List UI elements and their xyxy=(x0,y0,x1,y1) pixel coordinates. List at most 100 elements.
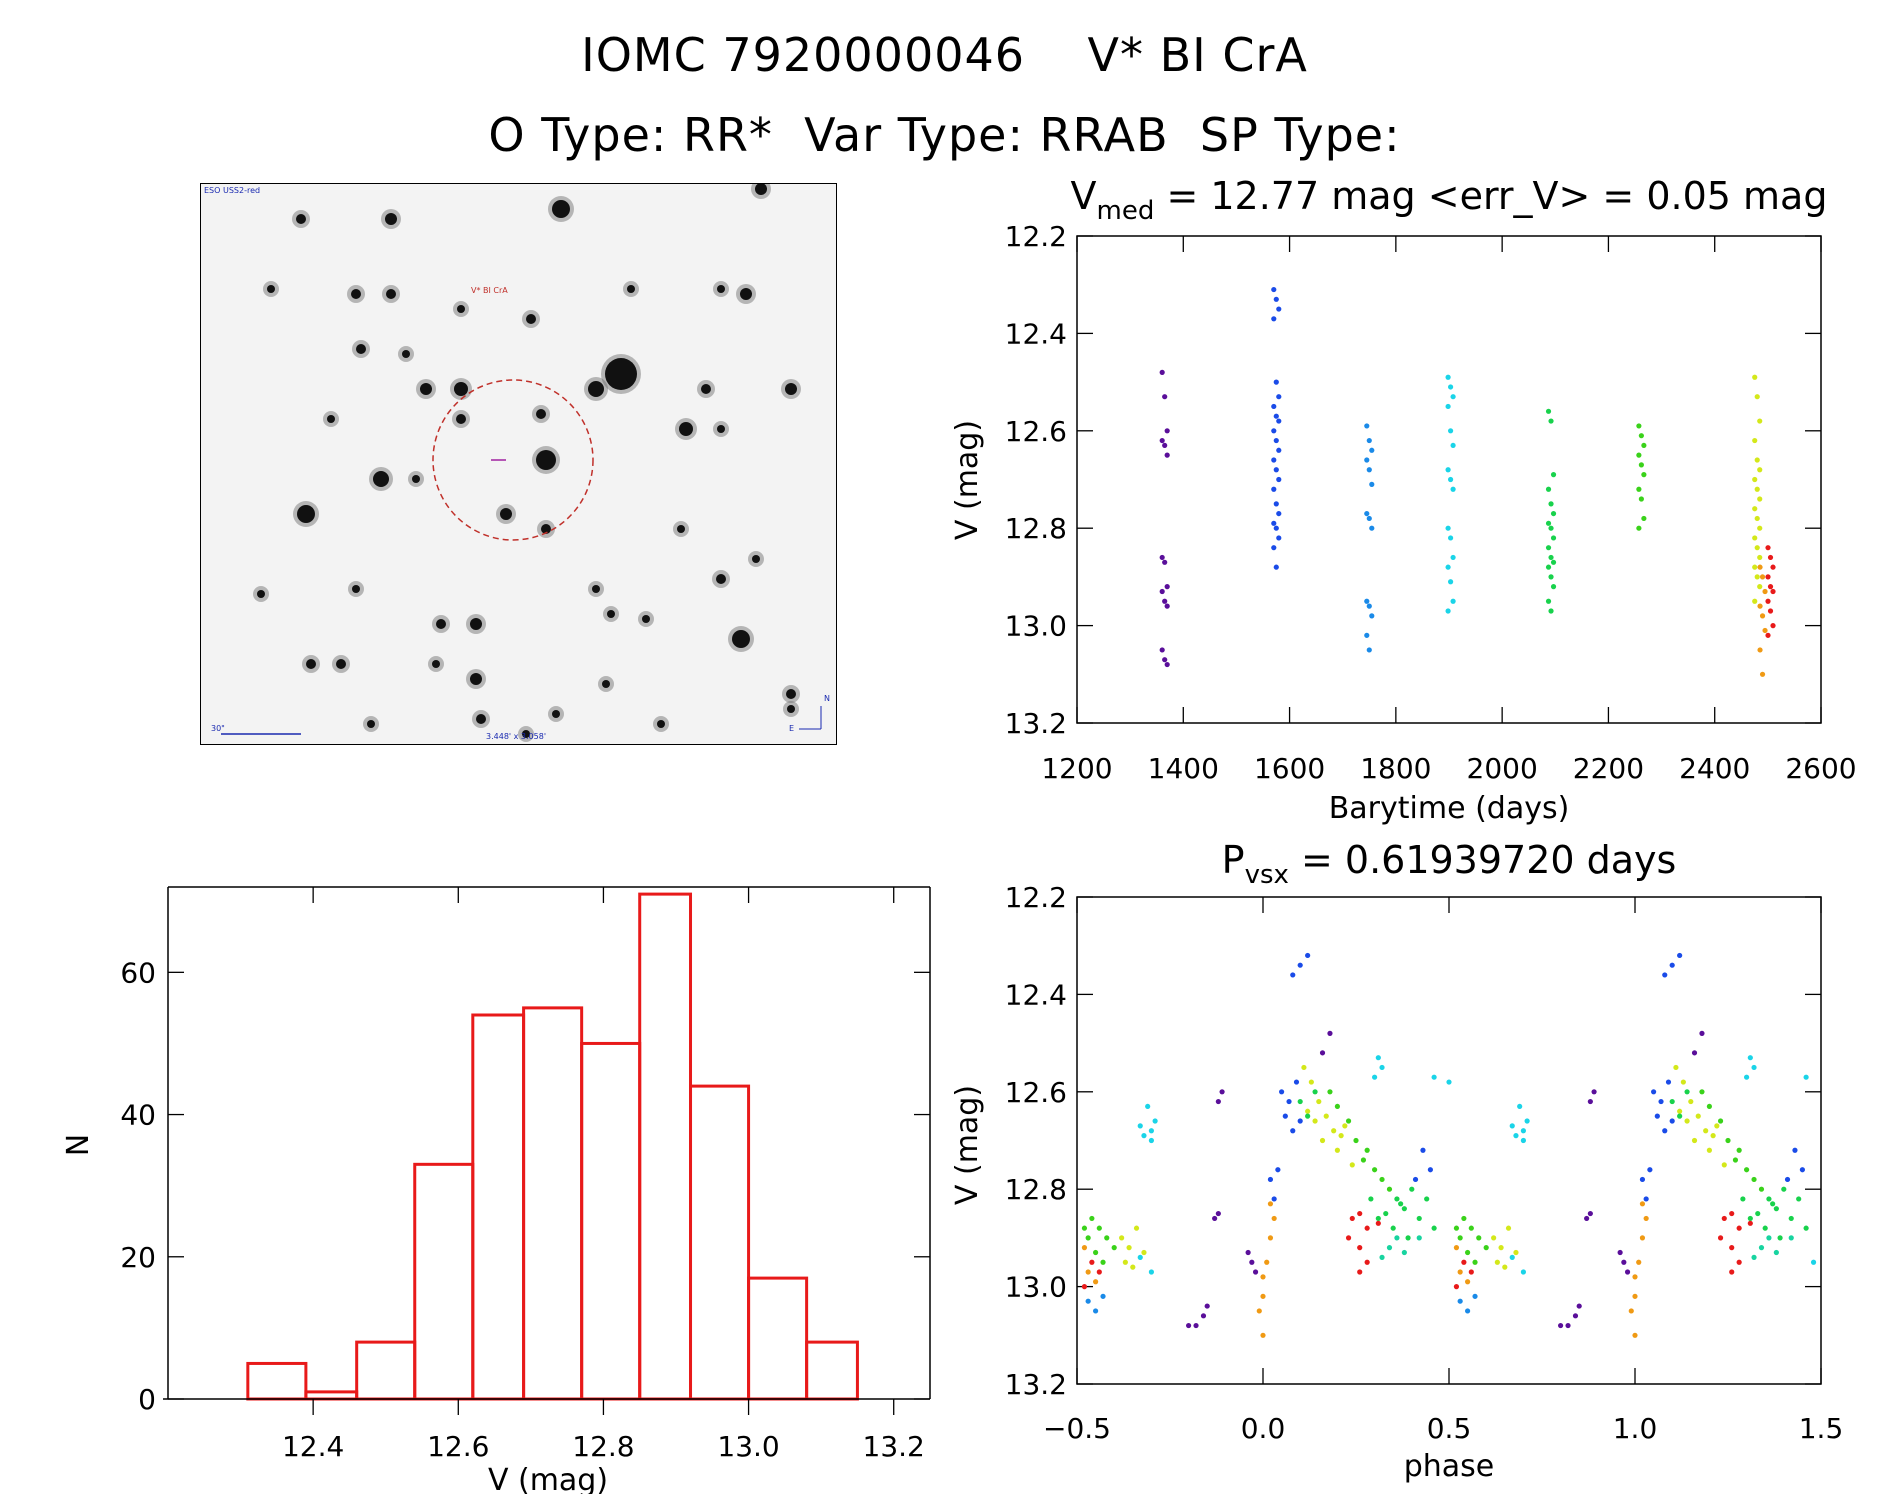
phase-point xyxy=(1293,1079,1300,1085)
phase-point xyxy=(1796,1196,1802,1202)
phase-point xyxy=(1688,1098,1694,1105)
phase-point xyxy=(1204,1303,1210,1309)
phase-point xyxy=(1085,1298,1091,1304)
phase-point xyxy=(1680,1079,1686,1085)
x-tick-label: 2000 xyxy=(1467,752,1538,785)
phase-point xyxy=(1141,1249,1147,1256)
phase-point xyxy=(1312,1089,1318,1095)
phase-point xyxy=(1491,1235,1497,1241)
lc-point xyxy=(1754,545,1760,551)
sky-star xyxy=(367,720,375,728)
hist-bar xyxy=(246,1361,308,1401)
lc-point xyxy=(1159,369,1165,375)
phase-point xyxy=(1628,1308,1634,1314)
phase-point xyxy=(1267,1201,1274,1207)
phase-point xyxy=(1476,1235,1482,1241)
lc-point xyxy=(1447,535,1454,541)
lc-point xyxy=(1762,627,1768,634)
phase-point xyxy=(1758,1245,1765,1251)
lc-point xyxy=(1636,486,1642,492)
phase-point xyxy=(1375,1215,1381,1222)
lc-point xyxy=(1445,564,1451,570)
lc-point xyxy=(1164,584,1170,590)
phase-point xyxy=(1093,1249,1099,1256)
sky-star xyxy=(432,660,440,668)
phase-point xyxy=(1669,1098,1675,1105)
phase-point xyxy=(1784,1176,1791,1183)
lc-point xyxy=(1445,467,1451,473)
phase-point xyxy=(1792,1147,1798,1153)
sky-star xyxy=(526,314,536,324)
lc-point xyxy=(1273,296,1279,302)
phase-point xyxy=(1803,1074,1809,1080)
sky-star xyxy=(352,585,360,593)
east-label: E xyxy=(789,724,795,733)
y-tick-label: 12.8 xyxy=(1005,1173,1067,1206)
phase-point xyxy=(1732,1157,1739,1163)
phase-point xyxy=(1249,1259,1255,1265)
phase-point xyxy=(1744,1074,1750,1080)
phase-point xyxy=(1111,1245,1117,1251)
lc-point xyxy=(1366,647,1372,653)
phase-point xyxy=(1256,1308,1262,1314)
sky-star xyxy=(701,384,711,394)
lc-x-label: Barytime (days) xyxy=(1329,791,1570,826)
phase-point xyxy=(1572,1313,1579,1319)
phase-point xyxy=(1133,1225,1140,1231)
phase-point xyxy=(1398,1201,1404,1207)
phase-point xyxy=(1386,1186,1393,1192)
y-tick-label: 13.2 xyxy=(1005,1368,1067,1401)
phase-point xyxy=(1684,1089,1690,1095)
lc-point xyxy=(1273,501,1279,507)
phase-point xyxy=(1714,1123,1720,1129)
sky-star xyxy=(677,525,685,533)
lc-point xyxy=(1757,554,1763,561)
y-tick-label: 0 xyxy=(138,1383,156,1416)
phase-point xyxy=(1751,1064,1757,1071)
phase-point xyxy=(1427,1167,1433,1173)
lc-point xyxy=(1636,452,1642,458)
survey-label: ESO USS2-red xyxy=(204,186,261,195)
phase-point xyxy=(1379,1254,1385,1260)
phase-point xyxy=(1264,1259,1270,1265)
y-tick-label: 12.4 xyxy=(1005,978,1067,1011)
lc-point xyxy=(1164,428,1170,434)
lc-point xyxy=(1550,559,1557,565)
sky-star xyxy=(588,381,604,397)
phase-point xyxy=(1215,1210,1221,1217)
phased-curve-panel: Pvsx = 0.61939720 days 12.2 12.4 12.6 12.8 13… xyxy=(950,838,1843,1484)
lc-point xyxy=(1276,510,1282,517)
phase-point xyxy=(1394,1235,1400,1241)
phase-point xyxy=(1308,1079,1314,1085)
sky-star xyxy=(402,350,410,358)
lc-point xyxy=(1765,574,1771,580)
lc-point xyxy=(1759,613,1766,619)
x-tick-label: 1.5 xyxy=(1799,1412,1844,1445)
lc-point xyxy=(1450,554,1456,561)
phase-point xyxy=(1639,1201,1646,1207)
phase-point xyxy=(1457,1235,1463,1241)
lc-point xyxy=(1445,525,1451,531)
phase-point xyxy=(1081,1225,1088,1231)
lc-point xyxy=(1752,535,1758,541)
phase-point xyxy=(1282,1113,1288,1119)
phase-point xyxy=(1383,1210,1389,1217)
phase-point xyxy=(1773,1249,1779,1256)
lc-point xyxy=(1273,413,1279,419)
y-tick-label: 12.2 xyxy=(1005,220,1067,253)
lc-point xyxy=(1545,564,1552,570)
phase-point xyxy=(1695,1113,1701,1119)
phase-point xyxy=(1305,1108,1311,1114)
lc-point xyxy=(1273,525,1279,531)
phase-point xyxy=(1148,1137,1154,1144)
phase-point xyxy=(1632,1274,1638,1280)
phase-point xyxy=(1576,1303,1582,1309)
phase-point xyxy=(1409,1186,1415,1192)
phase-point xyxy=(1747,1220,1753,1226)
phase-point xyxy=(1100,1259,1106,1265)
lc-point xyxy=(1447,476,1454,483)
lc-point xyxy=(1445,608,1451,614)
sky-star xyxy=(454,382,468,396)
lc-point xyxy=(1752,374,1758,380)
lc-point xyxy=(1548,608,1554,614)
